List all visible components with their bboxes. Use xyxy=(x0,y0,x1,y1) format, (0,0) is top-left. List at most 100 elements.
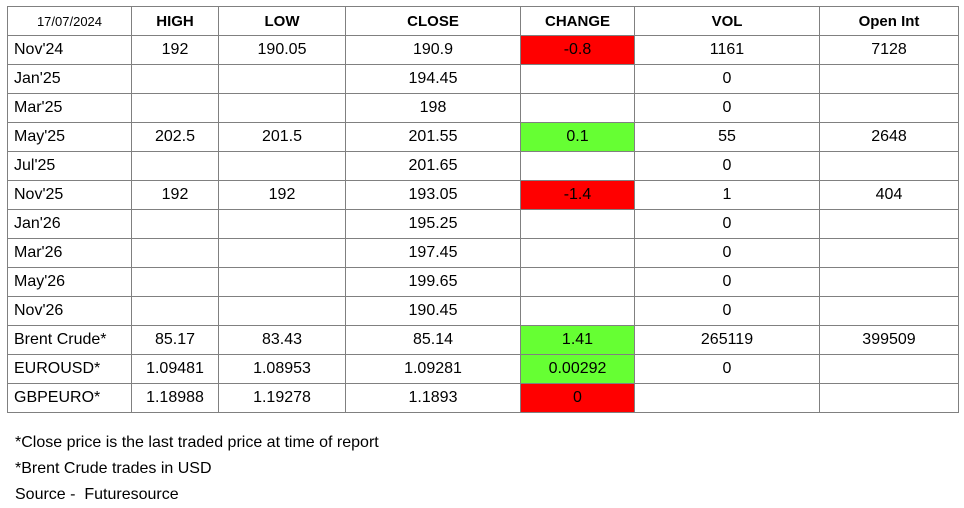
cell: 190.45 xyxy=(345,296,521,326)
cell: 1.41 xyxy=(520,325,635,355)
row-label: GBPEURO* xyxy=(7,383,132,413)
row-label: May'25 xyxy=(7,122,132,152)
empty-cell xyxy=(131,151,219,181)
empty-cell xyxy=(218,93,346,123)
cell: 198 xyxy=(345,93,521,123)
empty-cell xyxy=(131,267,219,297)
empty-cell xyxy=(819,93,959,123)
row-label: EUROUSD* xyxy=(7,354,132,384)
empty-cell xyxy=(218,296,346,326)
cell: 0 xyxy=(634,64,820,94)
empty-cell xyxy=(819,151,959,181)
cell: 192 xyxy=(131,180,219,210)
column-header: 17/07/2024 xyxy=(7,6,132,36)
cell: 195.25 xyxy=(345,209,521,239)
cell: 193.05 xyxy=(345,180,521,210)
empty-cell xyxy=(819,209,959,239)
empty-cell xyxy=(520,296,635,326)
empty-cell xyxy=(520,151,635,181)
footnote: *Brent Crude trades in USD xyxy=(15,460,212,477)
column-header: VOL xyxy=(634,6,820,36)
cell: 404 xyxy=(819,180,959,210)
cell: -1.4 xyxy=(520,180,635,210)
row-label: Nov'24 xyxy=(7,35,132,65)
cell: 0.00292 xyxy=(520,354,635,384)
row-label: Mar'26 xyxy=(7,238,132,268)
empty-cell xyxy=(819,383,959,413)
cell: 0 xyxy=(634,267,820,297)
column-header: CLOSE xyxy=(345,6,521,36)
table-row: Jan'26 195.25 0 xyxy=(7,209,959,239)
empty-cell xyxy=(819,64,959,94)
empty-cell xyxy=(819,238,959,268)
futures-table: 17/07/2024 HIGH LOW CLOSE CHANGE VOL Open Int … xyxy=(7,6,959,413)
cell: 1.09281 xyxy=(345,354,521,384)
column-header: CHANGE xyxy=(520,6,635,36)
header-row: 17/07/2024 HIGH LOW CLOSE CHANGE VOL Open Int xyxy=(7,6,959,36)
empty-cell xyxy=(520,209,635,239)
empty-cell xyxy=(634,383,820,413)
column-header: HIGH xyxy=(131,6,219,36)
empty-cell xyxy=(819,354,959,384)
table-row: May'26 199.65 0 xyxy=(7,267,959,297)
cell: 1161 xyxy=(634,35,820,65)
cell: 7128 xyxy=(819,35,959,65)
row-label: Jan'26 xyxy=(7,209,132,239)
table-row: Nov'24 192 190.05 190.9 -0.8 1161 7128 xyxy=(7,35,959,65)
empty-cell xyxy=(218,267,346,297)
table-row: Jan'25 194.45 0 xyxy=(7,64,959,94)
cell: 0 xyxy=(634,238,820,268)
cell: -0.8 xyxy=(520,35,635,65)
empty-cell xyxy=(218,64,346,94)
empty-cell xyxy=(218,151,346,181)
cell: 201.55 xyxy=(345,122,521,152)
table-row: Brent Crude* 85.17 83.43 85.14 1.41 265119 399… xyxy=(7,325,959,355)
table-body: Nov'24 192 190.05 190.9 -0.8 1161 7128 Jan'25 19… xyxy=(7,35,959,413)
cell: 190.9 xyxy=(345,35,521,65)
footnote: Source - Futuresource xyxy=(15,486,179,503)
table-row: Nov'26 190.45 0 xyxy=(7,296,959,326)
cell: 265119 xyxy=(634,325,820,355)
cell: 197.45 xyxy=(345,238,521,268)
empty-cell xyxy=(131,93,219,123)
empty-cell xyxy=(131,64,219,94)
empty-cell xyxy=(819,267,959,297)
table-row: GBPEURO* 1.18988 1.19278 1.1893 0 xyxy=(7,383,959,413)
row-label: Jan'25 xyxy=(7,64,132,94)
cell: 1.09481 xyxy=(131,354,219,384)
cell: 201.5 xyxy=(218,122,346,152)
cell: 194.45 xyxy=(345,64,521,94)
column-header: LOW xyxy=(218,6,346,36)
empty-cell xyxy=(520,64,635,94)
cell: 0 xyxy=(634,296,820,326)
cell: 201.65 xyxy=(345,151,521,181)
cell: 1.18988 xyxy=(131,383,219,413)
row-label: Jul'25 xyxy=(7,151,132,181)
cell: 0 xyxy=(520,383,635,413)
row-label: Nov'26 xyxy=(7,296,132,326)
empty-cell xyxy=(218,209,346,239)
empty-cell xyxy=(131,209,219,239)
table-row: Mar'25 198 0 xyxy=(7,93,959,123)
table-row: May'25 202.5 201.5 201.55 0.1 55 2648 xyxy=(7,122,959,152)
empty-cell xyxy=(520,238,635,268)
cell: 0 xyxy=(634,209,820,239)
cell: 0.1 xyxy=(520,122,635,152)
cell: 190.05 xyxy=(218,35,346,65)
cell: 192 xyxy=(131,35,219,65)
empty-cell xyxy=(819,296,959,326)
cell: 399509 xyxy=(819,325,959,355)
cell: 1.19278 xyxy=(218,383,346,413)
cell: 202.5 xyxy=(131,122,219,152)
cell: 85.14 xyxy=(345,325,521,355)
empty-cell xyxy=(218,238,346,268)
footnotes: *Close price is the last traded price at… xyxy=(15,430,379,508)
cell: 0 xyxy=(634,354,820,384)
column-header: Open Int xyxy=(819,6,959,36)
empty-cell xyxy=(520,93,635,123)
cell: 192 xyxy=(218,180,346,210)
cell: 1.08953 xyxy=(218,354,346,384)
table-row: EUROUSD* 1.09481 1.08953 1.09281 0.00292 0 xyxy=(7,354,959,384)
cell: 0 xyxy=(634,93,820,123)
table-row: Jul'25 201.65 0 xyxy=(7,151,959,181)
